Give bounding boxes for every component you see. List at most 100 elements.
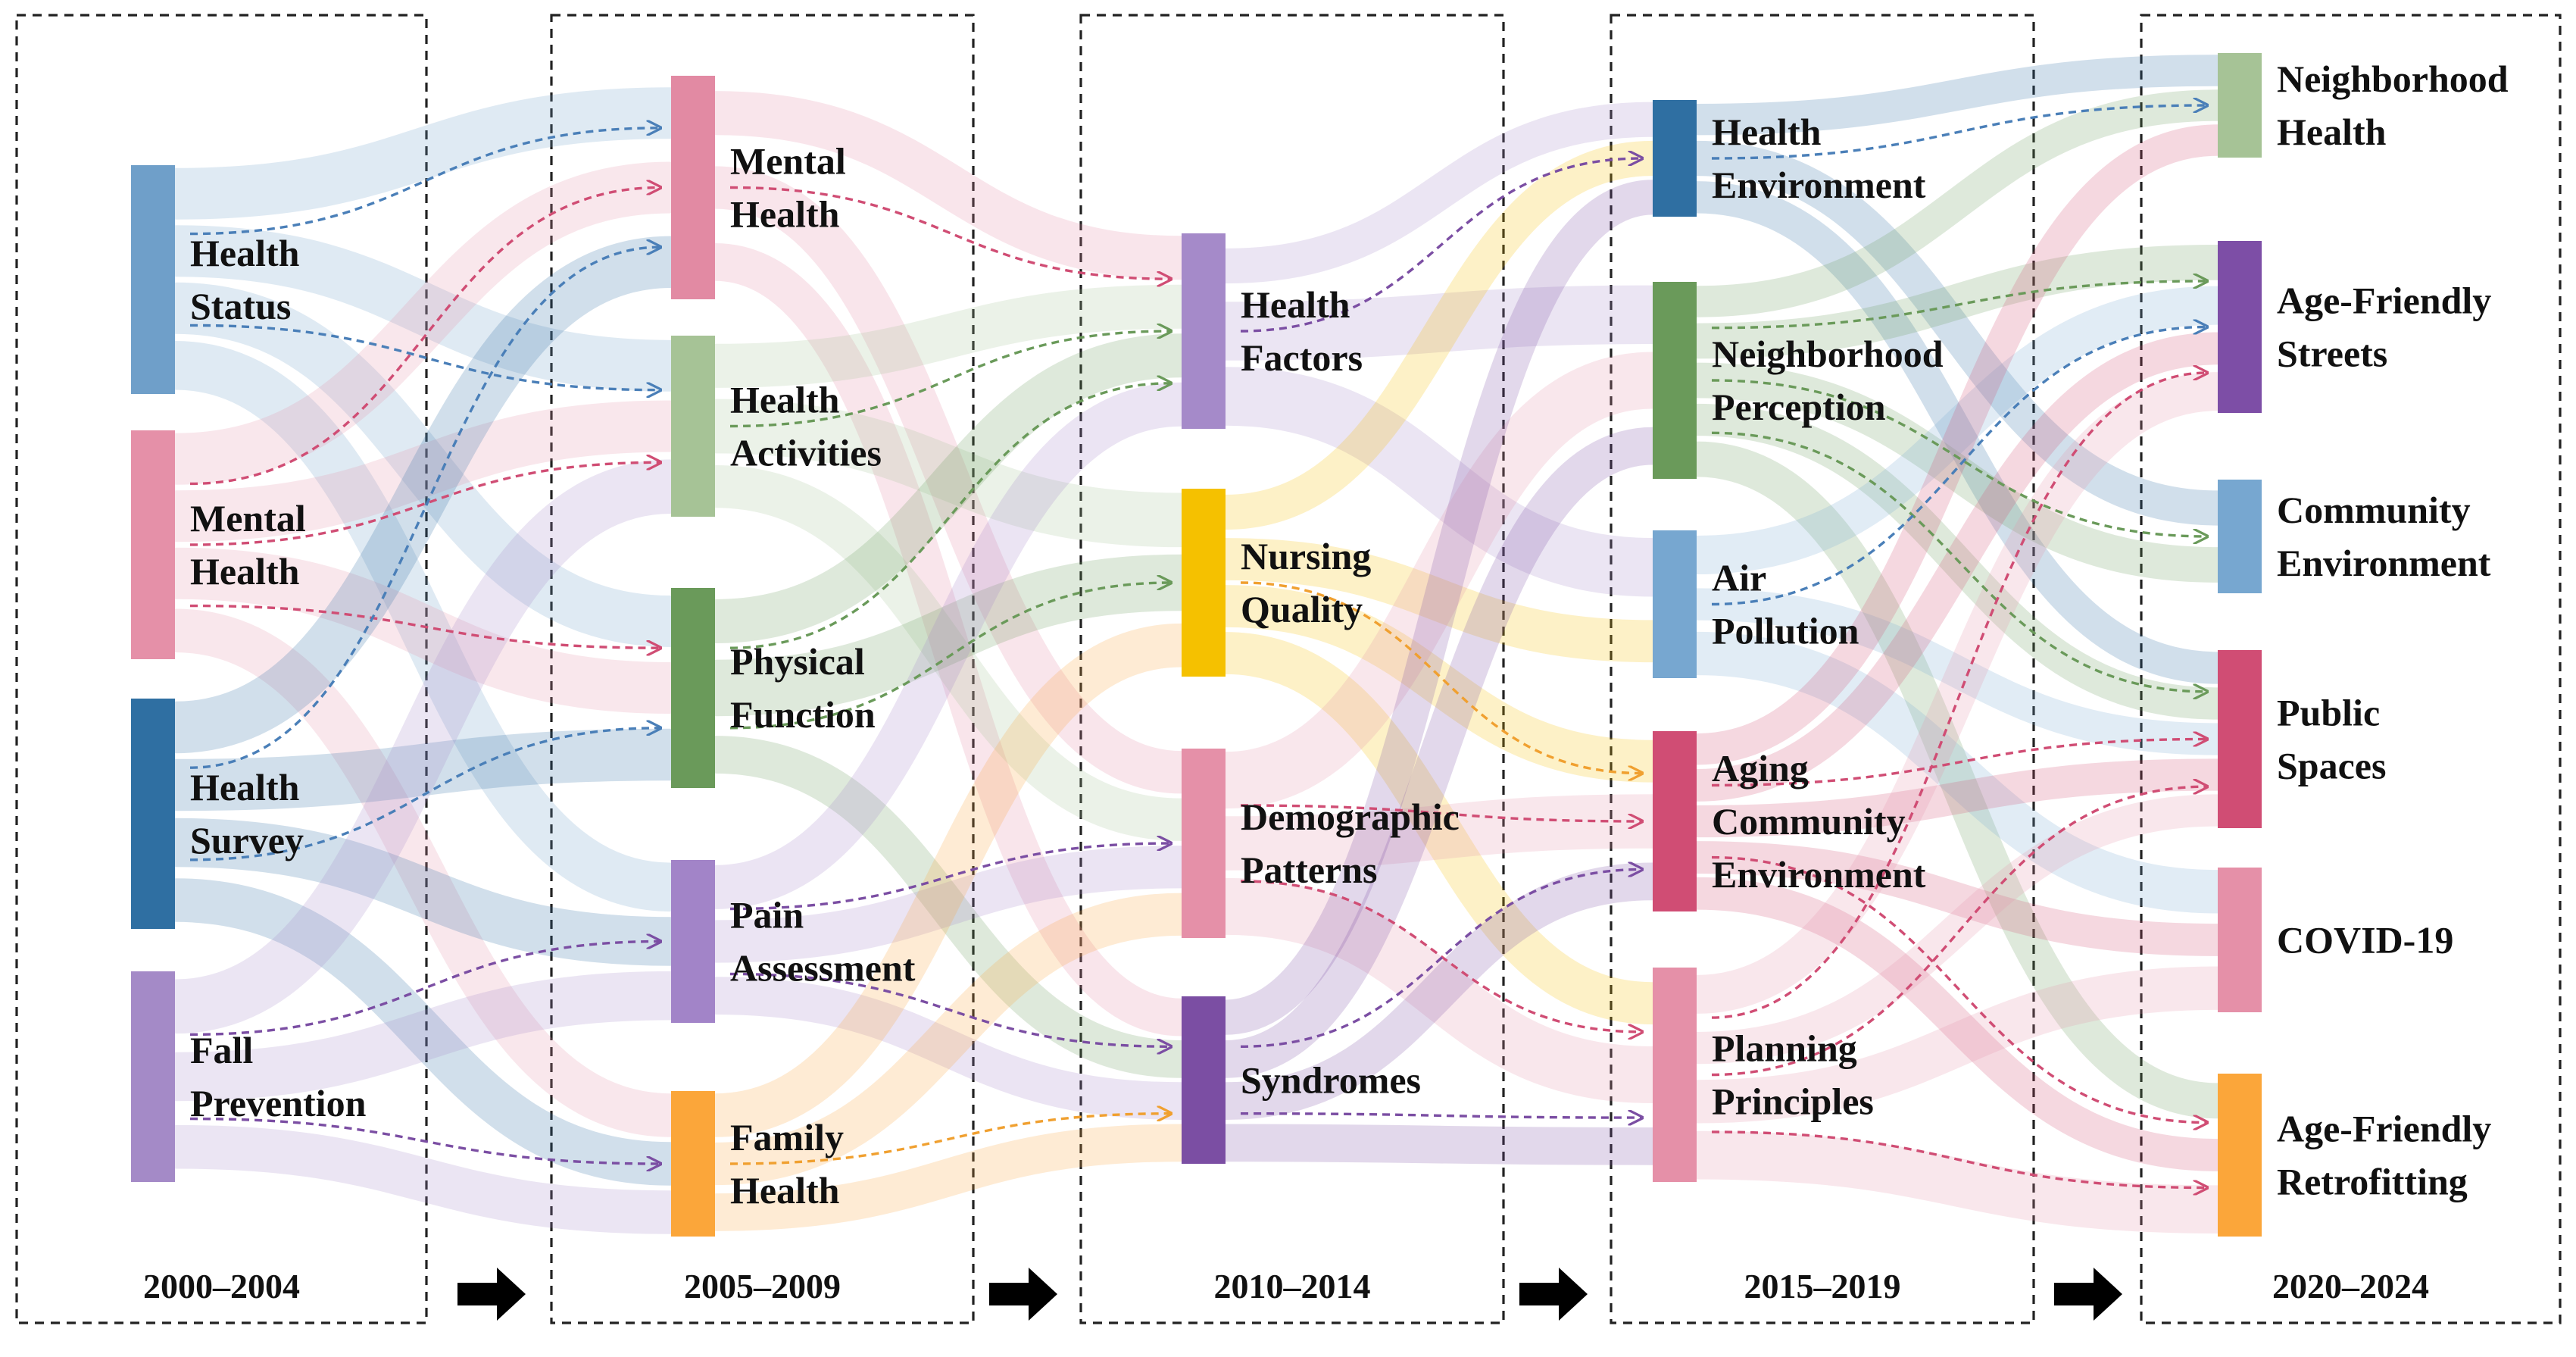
topic-label: Health [1712, 111, 1822, 153]
trend-link-arrow [1711, 855, 2207, 1123]
flow-ribbon [1224, 180, 1654, 1035]
flow-ribbon [1696, 89, 2218, 317]
flow-ribbon [714, 399, 1182, 548]
topic-node-bar [2218, 53, 2262, 158]
trend-link-arrow [729, 843, 1171, 911]
flow-ribbon [1696, 286, 2218, 575]
topic-label: Community [2277, 489, 2471, 531]
trend-link-arrow [189, 188, 660, 486]
flow-ribbon [714, 333, 1182, 644]
flow-ribbon [1696, 362, 2218, 583]
topic-label: Status [190, 285, 291, 327]
flow-ribbon [1225, 862, 1653, 1120]
flow-ribbon [713, 242, 1183, 1037]
trend-link-arrow [189, 462, 660, 546]
topic-node-bar [1182, 489, 1226, 677]
topic-node-bar [2218, 650, 2262, 828]
period-boxes [15, 14, 2562, 1324]
topic-label: Syndromes [1241, 1059, 1421, 1102]
trend-link-arrow [1711, 1130, 2207, 1188]
topic-label: Patterns [1241, 849, 1378, 891]
period-labels: 2000–2004 2005–2009 2010–2014 2015–2019 2020… [143, 1267, 2429, 1305]
flow-ribbon [174, 971, 672, 1102]
flow-ribbon [1225, 367, 1653, 597]
topic-label: Planning [1712, 1027, 1857, 1070]
flow-ribbon [714, 284, 1182, 388]
flow-ribbon [1696, 588, 2218, 755]
topic-label: COVID-19 [2277, 919, 2453, 961]
flow-ribbon [1696, 841, 2218, 956]
topic-label: Assessment [730, 947, 916, 990]
flow-ribbon [714, 1124, 1182, 1231]
topic-label: Retrofitting [2277, 1161, 2468, 1203]
flow-ribbon [1696, 1130, 2218, 1234]
period-label: 2010–2014 [1214, 1267, 1371, 1305]
topic-node-bar [671, 336, 715, 517]
flow-ribbon [1225, 585, 1653, 783]
flow-ribbon [1696, 877, 2218, 1171]
topic-node-bar [1653, 968, 1697, 1182]
topic-label: Health [190, 232, 300, 274]
period-label: 2005–2009 [684, 1267, 841, 1305]
period-box-2 [1079, 14, 1505, 1324]
trend-link-arrow [1240, 158, 1642, 333]
topic-label: Mental [190, 497, 306, 539]
topic-label: Pain [730, 894, 804, 936]
flow-ribbon [1696, 332, 2218, 802]
flow-ribbon [1696, 631, 2218, 914]
flow-ribbon [1225, 285, 1653, 361]
topic-node-bar [131, 699, 175, 929]
topic-label: Neighborhood [1712, 333, 1944, 375]
topic-label: Age-Friendly [2277, 1108, 2491, 1150]
flow-ribbon [173, 459, 673, 1034]
flow-ribbon [174, 547, 672, 714]
trend-link-arrow [189, 1117, 660, 1164]
flow-ribbon [714, 91, 1182, 280]
flow-ribbon [174, 282, 672, 647]
topic-label: Streets [2277, 333, 2387, 375]
topic-label: Public [2277, 692, 2380, 734]
topic-label: Demographic [1241, 796, 1460, 838]
flow-ribbon [1696, 124, 2218, 765]
flow-ribbon [174, 87, 672, 220]
flow-ribbon [1225, 877, 1653, 1103]
topic-label: Spaces [2277, 745, 2386, 787]
period-box-1 [550, 14, 975, 1324]
flow-ribbon [174, 878, 672, 1186]
flow-ribbon [1225, 538, 1653, 663]
flow-ribbon [1696, 244, 2218, 359]
flow-ribbon [1696, 758, 2218, 838]
flow-ribbon [714, 846, 1182, 963]
flow-ribbon [174, 608, 672, 1137]
topic-label: Activities [730, 432, 882, 474]
topic-label: Environment [2277, 542, 2491, 584]
period-label: 2015–2019 [1744, 1267, 1901, 1305]
trend-link-arrow [729, 186, 1171, 280]
period-arrow-icon [989, 1268, 1057, 1321]
topic-label: Factors [1241, 336, 1363, 379]
period-label: 2000–2004 [143, 1267, 300, 1305]
flow-ribbon [714, 893, 1182, 1186]
topic-labels: Health Status Mental Health Health Survey Fall… [190, 58, 2509, 1212]
trend-link-arrow [189, 604, 660, 649]
topic-node-bar [1653, 282, 1697, 479]
topic-label: Pollution [1712, 610, 1859, 652]
period-arrows [457, 1268, 2122, 1321]
trend-link-arrow [729, 331, 1171, 428]
flow-ribbon [1224, 352, 1654, 809]
flow-ribbon [1696, 966, 2218, 1124]
period-box-4 [2140, 14, 2562, 1324]
topic-label: Aging [1712, 747, 1809, 789]
period-label: 2020–2024 [2272, 1267, 2429, 1305]
topic-node-bar [2218, 868, 2262, 1012]
topic-label: Environment [1712, 164, 1926, 206]
flow-ribbon [714, 977, 1182, 1120]
flow-ribbon [1225, 794, 1653, 871]
topic-label: Health [730, 379, 840, 421]
flow-ribbon [1225, 102, 1653, 284]
flow-ribbon [1696, 181, 2218, 684]
flow-ribbon [1696, 55, 2218, 136]
topic-node-bar [671, 860, 715, 1023]
